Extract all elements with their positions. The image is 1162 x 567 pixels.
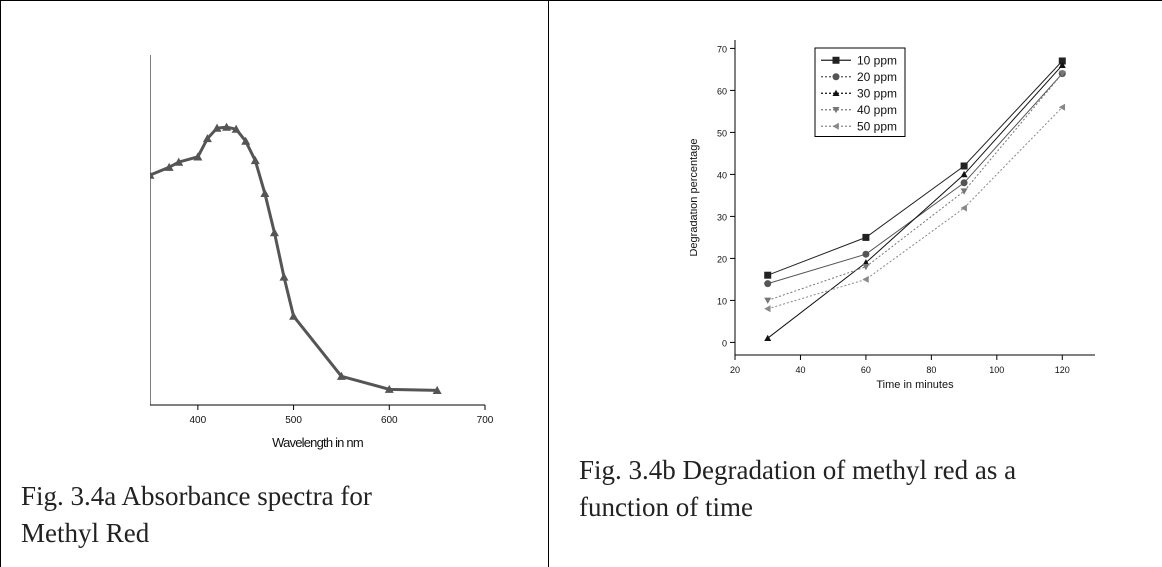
data-point <box>260 188 270 198</box>
x-tick-label: 40 <box>795 365 805 375</box>
data-point <box>289 311 299 320</box>
y-tick-label: 0 <box>722 338 727 348</box>
caption-absorbance-line2: Methyl Red <box>21 518 150 548</box>
x-tick-label: 700 <box>477 415 494 426</box>
x-tick-label: 120 <box>1055 365 1070 375</box>
y-tick-label: 30 <box>717 212 727 222</box>
legend-marker <box>832 106 840 114</box>
series-line-1 <box>150 125 438 392</box>
x-tick-label: 600 <box>381 415 398 426</box>
y-tick-label: 40 <box>717 170 727 180</box>
data-point <box>862 264 870 271</box>
y-tick-label: 20 <box>717 254 727 264</box>
data-point <box>336 371 346 380</box>
data-point <box>960 170 968 178</box>
y-tick-label: 10 <box>717 296 727 306</box>
series-line-3 <box>767 64 1063 339</box>
data-point <box>241 136 251 145</box>
x-tick-label: 100 <box>989 365 1004 375</box>
frame-left-border <box>0 0 1 567</box>
data-point <box>279 272 289 281</box>
legend-marker <box>832 122 839 130</box>
y-tick-label: 70 <box>717 44 727 54</box>
series-line-2 <box>767 73 1063 285</box>
caption-absorbance-line1: Fig. 3.4a Absorbance spectra for <box>21 481 372 511</box>
data-point <box>1058 57 1066 65</box>
frame-top-border <box>0 0 1162 1</box>
series-line-1 <box>767 60 1063 276</box>
caption-absorbance: Fig. 3.4a Absorbance spectra for Methyl … <box>21 478 521 552</box>
absorbance-chart: 0.00.10.20.30.40.50.6400500600700Wavelen… <box>150 55 494 450</box>
data-point <box>212 123 222 132</box>
data-point <box>960 188 968 195</box>
data-point <box>231 124 241 133</box>
frame-divider <box>548 0 549 567</box>
data-point <box>250 156 260 165</box>
legend-box <box>814 47 906 137</box>
y-tick-label: 50 <box>717 128 727 138</box>
y-axis-label: Degradation percentage <box>690 138 700 256</box>
x-axis-label: Time in minutes <box>876 379 954 391</box>
x-tick-label: 80 <box>926 365 936 375</box>
data-point <box>764 334 772 341</box>
data-point <box>862 259 870 266</box>
series-line-5 <box>767 106 1063 310</box>
legend-label: 10 ppm <box>857 53 897 67</box>
data-point <box>764 297 772 304</box>
caption-degradation-line2: function of time <box>579 492 753 522</box>
y-tick-label: 60 <box>717 86 727 96</box>
data-point <box>960 179 968 187</box>
data-point <box>202 134 212 143</box>
data-point <box>432 385 442 394</box>
x-tick-label: 20 <box>730 365 740 375</box>
data-point <box>222 122 232 131</box>
legend-label: 20 ppm <box>857 70 897 84</box>
caption-degradation-line1: Fig. 3.4b Degradation of methyl red as a <box>579 455 1017 485</box>
data-point <box>960 204 967 212</box>
data-point <box>1058 70 1066 78</box>
caption-degradation: Fig. 3.4b Degradation of methyl red as a… <box>579 452 1159 526</box>
x-tick-label: 500 <box>285 415 302 426</box>
data-point <box>150 170 155 179</box>
data-point <box>164 162 174 171</box>
data-point <box>764 280 772 288</box>
legend-marker <box>832 89 840 97</box>
data-point <box>862 233 870 241</box>
data-point <box>764 305 771 313</box>
degradation-chart: 0 10 20 30 40 50 60 70 20 40 60 80 100 120 Time in min… <box>690 40 1095 391</box>
legend-marker <box>832 56 840 64</box>
data-point <box>193 152 203 161</box>
x-axis-label: Wavelength in nm <box>272 435 363 450</box>
data-point <box>862 275 869 283</box>
data-point <box>862 250 870 258</box>
x-tick-label: 60 <box>861 365 871 375</box>
data-point <box>269 228 279 237</box>
data-point <box>1058 103 1066 111</box>
legend-label: 50 ppm <box>857 119 897 133</box>
data-point <box>384 384 394 393</box>
data-point <box>174 157 184 166</box>
legend-marker <box>832 73 840 81</box>
legend-label: 30 ppm <box>857 86 897 100</box>
data-point <box>764 271 772 279</box>
data-point <box>960 162 968 170</box>
data-point <box>1058 61 1066 68</box>
series-line-4 <box>767 73 1063 301</box>
legend-label: 40 ppm <box>857 103 897 117</box>
x-tick-label: 400 <box>190 415 207 426</box>
